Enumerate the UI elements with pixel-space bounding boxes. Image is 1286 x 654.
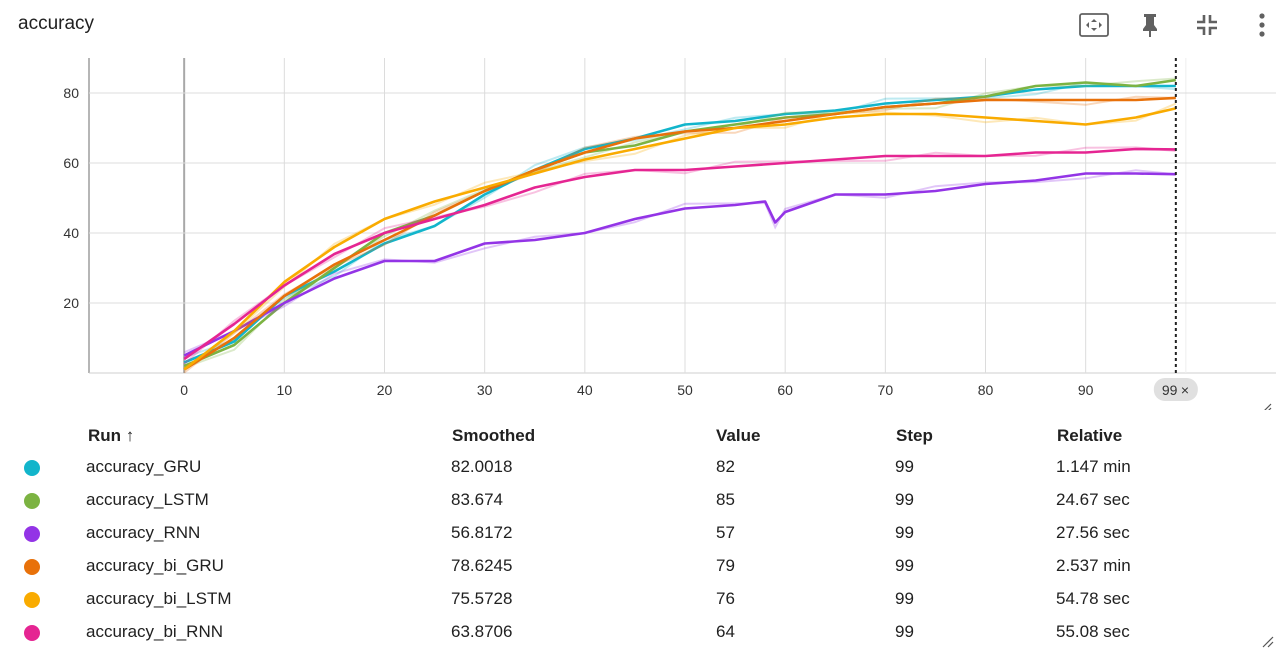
- relative-time: 1.147 min: [1056, 457, 1131, 476]
- x-tick-label: 70: [878, 382, 894, 398]
- relative-time: 54.78 sec: [1056, 589, 1130, 608]
- run-color-dot: [24, 625, 40, 641]
- run-color-dot: [24, 460, 40, 476]
- relative-time: 24.67 sec: [1056, 490, 1130, 509]
- relative-time: 2.537 min: [1056, 556, 1131, 575]
- hover-step-label: 99: [1162, 382, 1178, 398]
- y-tick-label: 40: [63, 225, 79, 241]
- pin-icon: [1143, 14, 1157, 37]
- hover-close-icon[interactable]: ×: [1181, 382, 1189, 398]
- series-raw-line: [183, 81, 1176, 359]
- step-value: 99: [895, 490, 914, 509]
- x-tick-label: 60: [777, 382, 793, 398]
- x-tick-label: 90: [1078, 382, 1094, 398]
- header-relative[interactable]: Relative: [1057, 426, 1123, 445]
- raw-value: 82: [716, 457, 735, 476]
- raw-value: 85: [716, 490, 735, 509]
- step-value: 99: [895, 622, 914, 641]
- chart-tick-labels: 0 10 20 30 40 50 60 70 80 90 20 40 60 80: [63, 85, 1093, 398]
- pin-button[interactable]: [1133, 8, 1167, 42]
- run-color-dot: [24, 559, 40, 575]
- series-line: [183, 84, 1176, 364]
- chart-grid: [88, 58, 1276, 374]
- smoothed-value: 75.5728: [451, 589, 513, 608]
- series-line: [183, 96, 1176, 371]
- hover-step-pill[interactable]: [1153, 378, 1198, 401]
- smoothed-value: 82.0018: [451, 457, 513, 476]
- table-row[interactable]: accuracy_bi_RNN 63.8706 64 99 55.08 sec: [0, 616, 1286, 649]
- smoothed-value: 78.6245: [451, 556, 513, 575]
- series-line: [183, 78, 1176, 368]
- relative-time: 55.08 sec: [1056, 622, 1130, 641]
- table-resize-handle-icon[interactable]: [1262, 636, 1274, 648]
- x-tick-label: 10: [277, 382, 293, 398]
- y-tick-label: 20: [63, 295, 79, 311]
- header-value[interactable]: Value: [716, 426, 761, 445]
- fit-domain-button[interactable]: [1077, 8, 1111, 42]
- series-line: [183, 107, 1177, 371]
- x-tick-label: 30: [477, 382, 493, 398]
- x-tick-label: 40: [577, 382, 593, 398]
- resize-handle-icon[interactable]: [1263, 403, 1272, 410]
- smoothed-value: 56.8172: [451, 523, 513, 542]
- table-row[interactable]: accuracy_GRU 82.0018 82 99 1.147 min: [0, 451, 1286, 484]
- step-value: 99: [895, 589, 914, 608]
- smoothed-value: 63.8706: [451, 622, 513, 641]
- run-name: accuracy_LSTM: [86, 490, 209, 509]
- series-raw-line: [183, 169, 1176, 354]
- table-row[interactable]: accuracy_bi_GRU 78.6245 79 99 2.537 min: [0, 550, 1286, 583]
- run-name: accuracy_bi_LSTM: [86, 589, 232, 608]
- run-color-dot: [24, 526, 40, 542]
- raw-value: 57: [716, 523, 735, 542]
- x-tick-label: 80: [978, 382, 994, 398]
- line-chart[interactable]: 0 10 20 30 40 50 60 70 80 90 20 40 60 80 99 ×: [0, 50, 1286, 410]
- more-button[interactable]: [1245, 8, 1279, 42]
- x-tick-label: 50: [677, 382, 693, 398]
- run-name: accuracy_GRU: [86, 457, 202, 476]
- step-value: 99: [895, 457, 914, 476]
- raw-value: 76: [716, 589, 735, 608]
- series-raw-line: [183, 102, 1177, 369]
- x-tick-label: 20: [377, 382, 393, 398]
- step-value: 99: [895, 523, 914, 542]
- header-run[interactable]: Run ↑: [88, 426, 135, 445]
- y-tick-label: 60: [63, 155, 79, 171]
- series-line: [183, 147, 1176, 361]
- run-color-dot: [24, 592, 40, 608]
- y-tick-label: 80: [63, 85, 79, 101]
- smoothed-value: 83.674: [451, 490, 503, 509]
- collapse-icon: [1197, 15, 1217, 35]
- more-vert-icon: [1259, 13, 1265, 37]
- fit-domain-icon: [1079, 13, 1109, 37]
- collapse-button[interactable]: [1190, 8, 1224, 42]
- table-row[interactable]: accuracy_RNN 56.8172 57 99 27.56 sec: [0, 517, 1286, 550]
- table-row[interactable]: accuracy_bi_LSTM 75.5728 76 99 54.78 sec: [0, 583, 1286, 616]
- run-color-dot: [24, 493, 40, 509]
- card-title: accuracy: [18, 13, 95, 34]
- header-smoothed[interactable]: Smoothed: [452, 426, 536, 445]
- relative-time: 27.56 sec: [1056, 523, 1130, 542]
- x-tick-label: 0: [180, 382, 188, 398]
- series-line: [183, 172, 1176, 357]
- raw-value: 64: [716, 622, 735, 641]
- chart-series-lines: [183, 77, 1177, 374]
- run-name: accuracy_bi_GRU: [86, 556, 224, 575]
- run-name: accuracy_RNN: [86, 523, 201, 542]
- run-name: accuracy_bi_RNN: [86, 622, 223, 641]
- series-raw-line: [183, 77, 1176, 369]
- header-step[interactable]: Step: [896, 426, 933, 445]
- table-row[interactable]: accuracy_LSTM 83.674 85 99 24.67 sec: [0, 484, 1286, 517]
- raw-value: 79: [716, 556, 735, 575]
- step-value: 99: [895, 556, 914, 575]
- hover-indicator[interactable]: 99 ×: [1153, 58, 1198, 401]
